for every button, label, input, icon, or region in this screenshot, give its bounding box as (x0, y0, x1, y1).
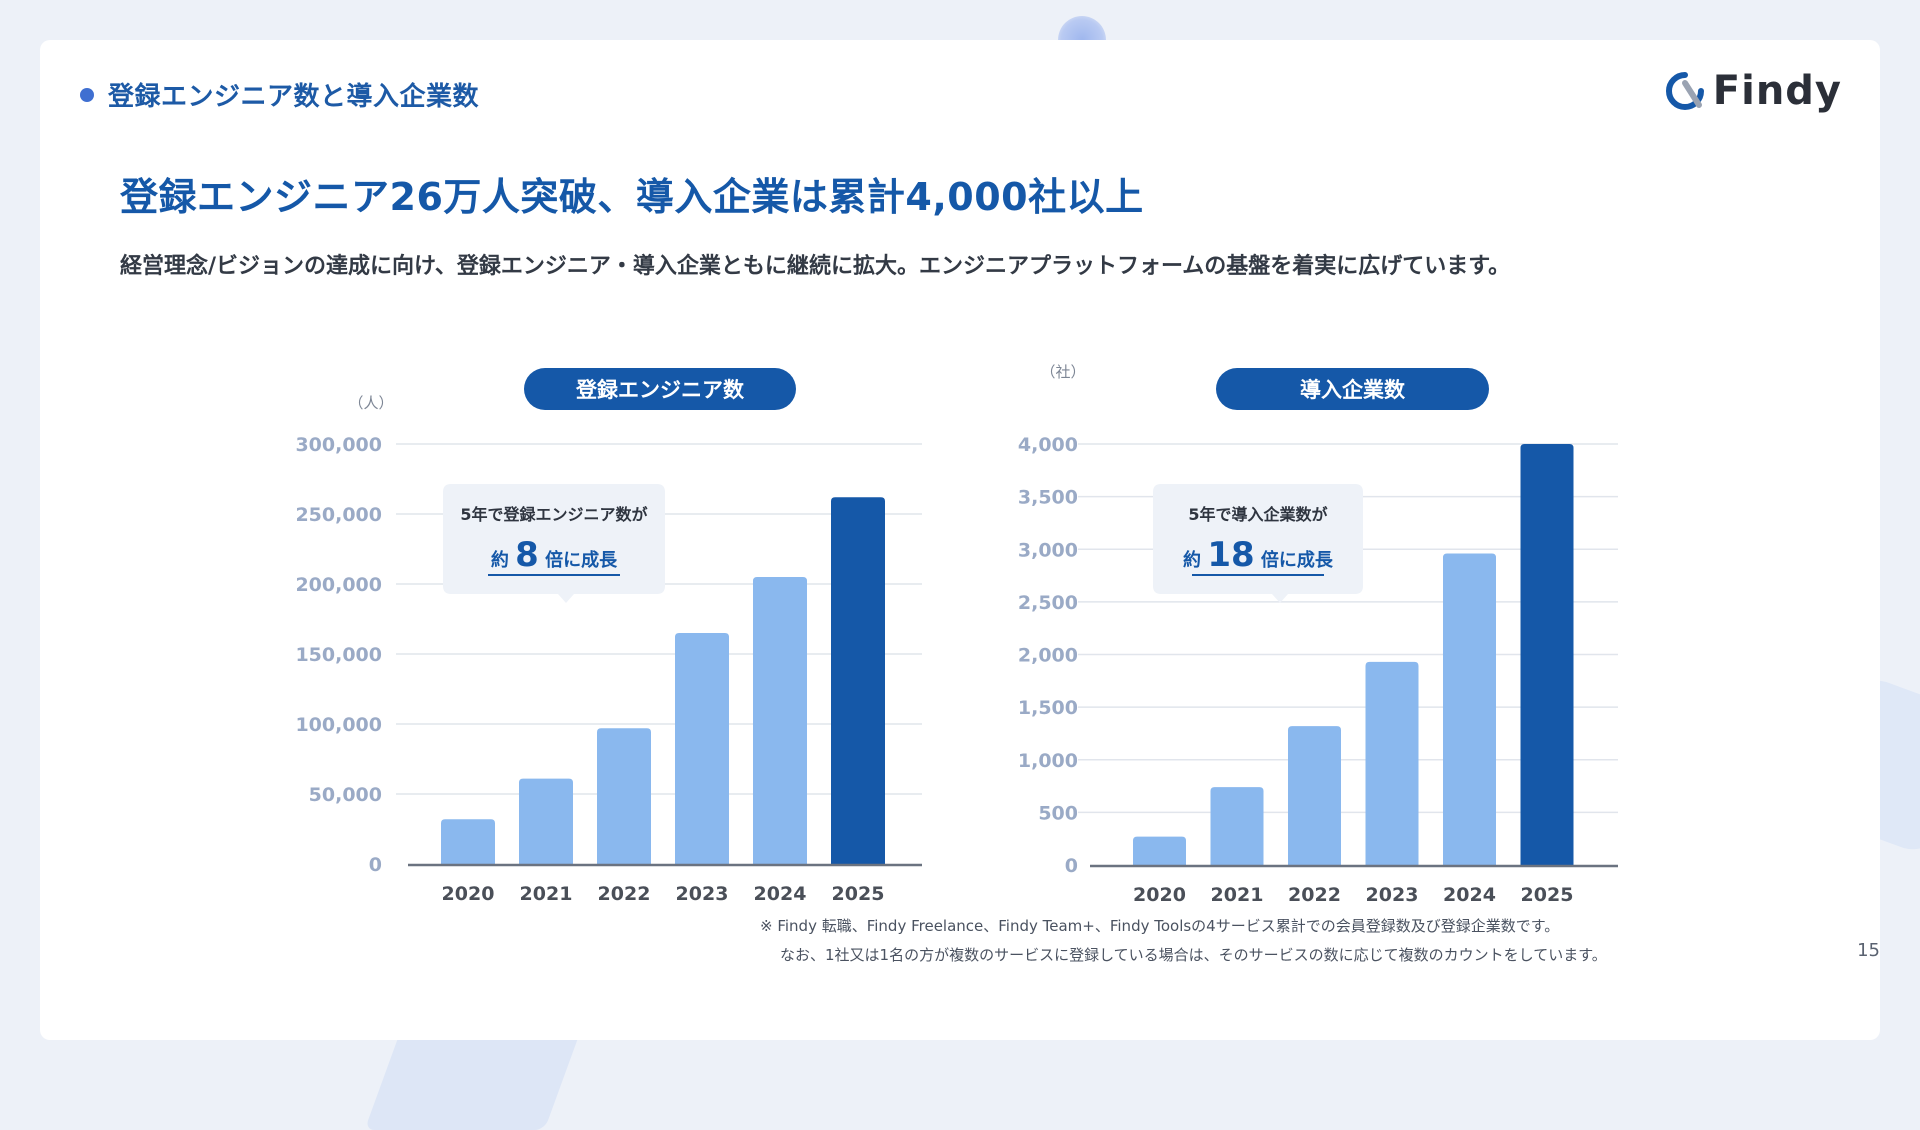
callout-text: 5年で登録エンジニア数が (460, 505, 647, 524)
y-tick-label: 200,000 (295, 574, 382, 596)
x-tick-label: 2024 (754, 883, 807, 905)
y-tick-label: 1,500 (1018, 697, 1078, 719)
x-tick-label: 2021 (1211, 884, 1264, 906)
y-tick-label: 3,500 (1018, 487, 1078, 509)
charts-canvas: 0 50,000 100,000 150,000 200,000 250,000 300,0… (295, 363, 1618, 906)
bar-2021 (519, 778, 573, 864)
bar-2024 (753, 577, 807, 864)
bar-2020 (1133, 836, 1186, 865)
y-tick-label: 150,000 (295, 644, 382, 666)
callout-growth: 約 18 倍に成長 (1183, 535, 1334, 575)
x-tick-label: 2020 (1133, 884, 1186, 906)
bar-2020 (441, 819, 495, 864)
page-number: 15 (1857, 940, 1880, 961)
footnote-line: なお、1社又は1名の方が複数のサービスに登録している場合は、そのサービスの数に応… (780, 946, 1607, 964)
y-tick-label: 4,000 (1018, 434, 1078, 456)
callout-prefix: 約 (1183, 549, 1207, 571)
x-tick-label: 2025 (1521, 884, 1574, 906)
x-tick-label: 2020 (442, 883, 495, 905)
y-tick-label: 100,000 (295, 714, 382, 736)
headline: 登録エンジニア26万人突破、導入企業は累計4,000社以上 (120, 175, 1144, 219)
subheadline: 経営理念/ビジョンの達成に向け、登録エンジニア・導入企業ともに継続に拡大。エンジ… (120, 254, 1511, 279)
y-tick-label: 3,000 (1018, 539, 1078, 561)
x-tick-label: 2022 (1288, 884, 1341, 906)
bar-2024 (1443, 553, 1496, 865)
bar-2025 (1520, 444, 1574, 865)
x-tick-label: 2021 (520, 883, 573, 905)
x-tick-label: 2023 (1366, 884, 1419, 906)
y-tick-label: 250,000 (295, 504, 382, 526)
x-tick-label: 2023 (676, 883, 729, 905)
callout-text: 5年で導入企業数が (1188, 505, 1327, 524)
y-tick-label: 0 (369, 854, 382, 876)
bar-2022 (597, 728, 651, 864)
bar-2023 (1365, 661, 1419, 865)
chart-title: 導入企業数 (1300, 378, 1406, 402)
chart-title-pill (524, 368, 796, 410)
y-tick-label: 500 (1038, 802, 1078, 824)
callout-suffix: 倍に成長 (539, 549, 618, 571)
footnote: ※ Findy 転職、Findy Freelance、Findy Team+、F… (760, 912, 1607, 970)
footnote-line: ※ Findy 転職、Findy Freelance、Findy Team+、F… (760, 917, 1560, 935)
findy-logo: Findy (1665, 68, 1842, 114)
chart-title: 登録エンジニア数 (575, 378, 745, 402)
logo-text: Findy (1712, 68, 1842, 114)
callout-bubble (443, 484, 665, 603)
y-tick-label: 50,000 (309, 784, 382, 806)
x-tick-label: 2024 (1443, 884, 1496, 906)
findy-logo-icon (1665, 72, 1704, 110)
callout-prefix: 約 (491, 549, 515, 571)
chart-title-pill (1216, 368, 1489, 410)
bullet-dot-icon (80, 87, 94, 102)
x-tick-label: 2025 (832, 883, 885, 905)
callout-number: 18 (1207, 535, 1254, 575)
bar-2022 (1288, 726, 1341, 865)
x-tick-label: 2022 (598, 883, 651, 905)
y-tick-label: 0 (1065, 855, 1078, 877)
bar-2021 (1210, 787, 1264, 865)
callout-growth: 約 8 倍に成長 (491, 535, 618, 575)
y-tick-label: 300,000 (295, 434, 382, 456)
y-tick-label: 1,000 (1018, 750, 1078, 772)
y-tick-label: 2,500 (1018, 592, 1078, 614)
unit-label: （社） (1040, 363, 1085, 381)
bar-2025 (831, 497, 885, 864)
bar-2023 (675, 633, 729, 864)
callout-suffix: 倍に成長 (1255, 549, 1334, 571)
section-header: 登録エンジニア数と導入企業数 (80, 76, 479, 113)
unit-label: （人） (348, 394, 393, 412)
section-title: 登録エンジニア数と導入企業数 (108, 82, 480, 112)
callout-bubble (1153, 484, 1363, 603)
y-tick-label: 2,000 (1018, 645, 1078, 667)
callout-number: 8 (515, 535, 539, 575)
